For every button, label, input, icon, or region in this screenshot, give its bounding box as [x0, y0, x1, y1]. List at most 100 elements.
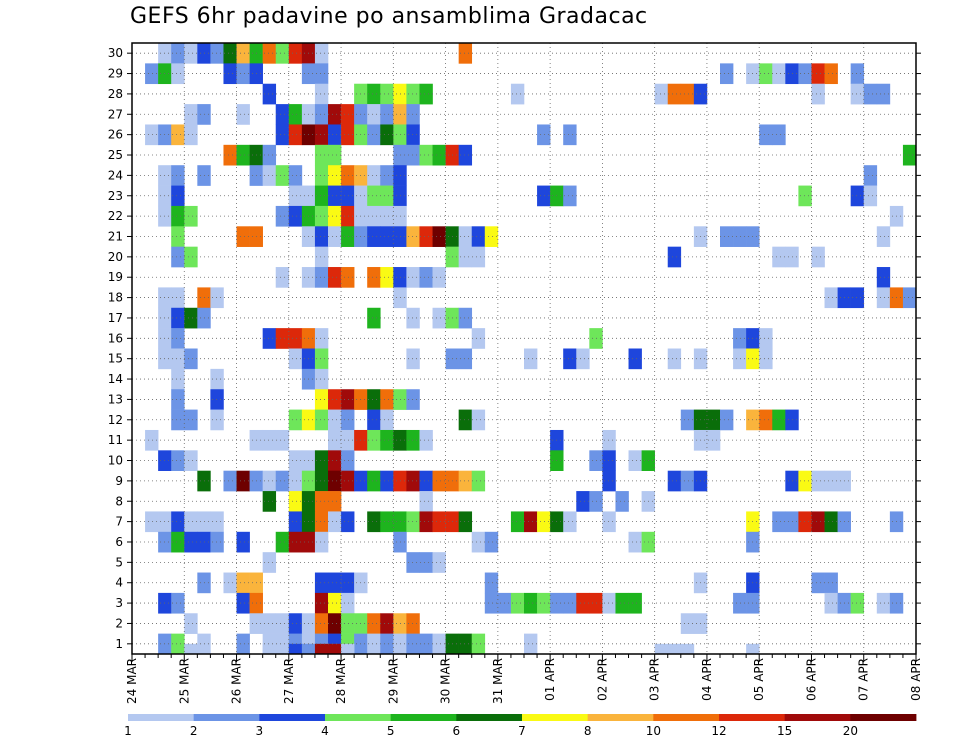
heatmap-cell	[275, 531, 290, 553]
heatmap-cell	[314, 592, 329, 614]
heatmap-cell	[314, 246, 329, 268]
heatmap-cell	[171, 511, 185, 533]
colorbar-label: 3	[256, 724, 264, 738]
heatmap-cell	[471, 409, 486, 431]
y-tick-label: 8	[115, 494, 123, 508]
heatmap-cell	[798, 470, 812, 492]
heatmap-cell	[236, 63, 250, 85]
heatmap-cell	[328, 389, 342, 410]
heatmap-cell	[314, 572, 329, 594]
y-tick-label: 6	[115, 535, 123, 549]
heatmap-cell	[184, 205, 198, 227]
colorbar-segment	[456, 714, 523, 721]
heatmap-cell	[171, 633, 185, 655]
heatmap-cell	[288, 104, 303, 125]
x-tick-label: 08 APR	[909, 658, 923, 701]
heatmap-cell	[184, 307, 198, 329]
heatmap-cell	[628, 348, 642, 370]
heatmap-cell	[171, 307, 185, 329]
heatmap-cell	[380, 185, 394, 207]
heatmap-cell	[628, 531, 642, 553]
y-tick-label: 15	[108, 352, 123, 366]
heatmap-cell	[171, 165, 185, 186]
x-tick-label: 31 MAR	[491, 658, 505, 704]
heatmap-cell	[850, 185, 865, 207]
heatmap-cell	[171, 409, 185, 431]
heatmap-cell	[876, 267, 891, 288]
heatmap-cell	[210, 43, 224, 64]
heatmap-cell	[145, 511, 159, 533]
heatmap-cell	[341, 389, 355, 410]
heatmap-cell	[680, 83, 695, 105]
heatmap-cell	[680, 470, 695, 492]
heatmap-cell	[484, 572, 499, 594]
heatmap-cell	[367, 226, 381, 247]
heatmap-cell	[262, 43, 277, 64]
heatmap-cell	[628, 592, 642, 614]
heatmap-cell	[380, 389, 394, 410]
heatmap-cell	[223, 144, 237, 166]
y-tick-label: 25	[108, 148, 123, 162]
heatmap-cell	[458, 511, 473, 533]
colorbar-label: 1	[124, 724, 132, 738]
heatmap-cell	[328, 429, 342, 451]
x-tick-label: 26 MAR	[230, 658, 244, 704]
colorbar-segment	[128, 714, 195, 721]
y-axis: 1234567891011121314151617181920212223242…	[108, 46, 921, 651]
heatmap-cell	[288, 511, 303, 533]
heatmap-cell	[328, 165, 342, 186]
heatmap-cell	[328, 185, 342, 207]
heatmap-cell	[367, 104, 381, 125]
heatmap-cell	[341, 185, 355, 207]
heatmap-cell	[145, 63, 159, 85]
colorbar-label: 6	[453, 724, 461, 738]
heatmap-cell	[615, 491, 629, 512]
heatmap-cell	[367, 389, 381, 410]
heatmap-cell	[367, 409, 381, 431]
heatmap-cell	[288, 643, 303, 655]
colorbar-label: 10	[646, 724, 661, 738]
heatmap-cell	[262, 165, 277, 186]
heatmap-cell	[301, 643, 316, 655]
heatmap-cell	[210, 409, 224, 431]
heatmap-cell	[576, 491, 590, 512]
heatmap-cell	[458, 246, 473, 268]
heatmap-cell	[432, 470, 446, 492]
heatmap-cell	[432, 144, 446, 166]
heatmap-cell	[406, 226, 420, 247]
heatmap-cell	[406, 124, 420, 146]
colorbar-segment	[193, 714, 260, 721]
heatmap-cell	[184, 409, 198, 431]
heatmap-cell	[210, 531, 224, 553]
heatmap-cell	[341, 409, 355, 431]
heatmap-cell	[680, 409, 695, 431]
y-tick-label: 24	[108, 168, 123, 182]
heatmap-cell	[328, 124, 342, 146]
y-tick-label: 9	[115, 474, 123, 488]
heatmap-cell	[223, 63, 237, 85]
heatmap-cell	[171, 287, 185, 309]
y-tick-label: 29	[108, 67, 123, 81]
y-tick-label: 20	[108, 250, 123, 264]
x-tick-label: 07 APR	[857, 658, 871, 701]
heatmap-cell	[406, 267, 420, 288]
heatmap-cell	[328, 450, 342, 471]
heatmap-cell	[380, 267, 394, 288]
heatmap-cell	[524, 348, 538, 370]
heatmap-cell	[680, 643, 695, 655]
heatmap-cell	[262, 144, 277, 166]
heatmap-cell	[863, 83, 878, 105]
heatmap-cell	[171, 531, 185, 553]
heatmap-cell	[275, 43, 290, 64]
heatmap-cell	[746, 643, 760, 655]
heatmap-cell	[275, 470, 290, 492]
heatmap-cell	[223, 43, 237, 64]
heatmap-cell	[367, 267, 381, 288]
heatmap-cell	[419, 491, 433, 512]
heatmap-cell	[288, 409, 303, 431]
y-tick-label: 1	[115, 637, 123, 651]
heatmap-cell	[458, 633, 473, 655]
heatmap-cell	[236, 43, 250, 64]
heatmap-cell	[380, 226, 394, 247]
heatmap-cell	[537, 511, 551, 533]
